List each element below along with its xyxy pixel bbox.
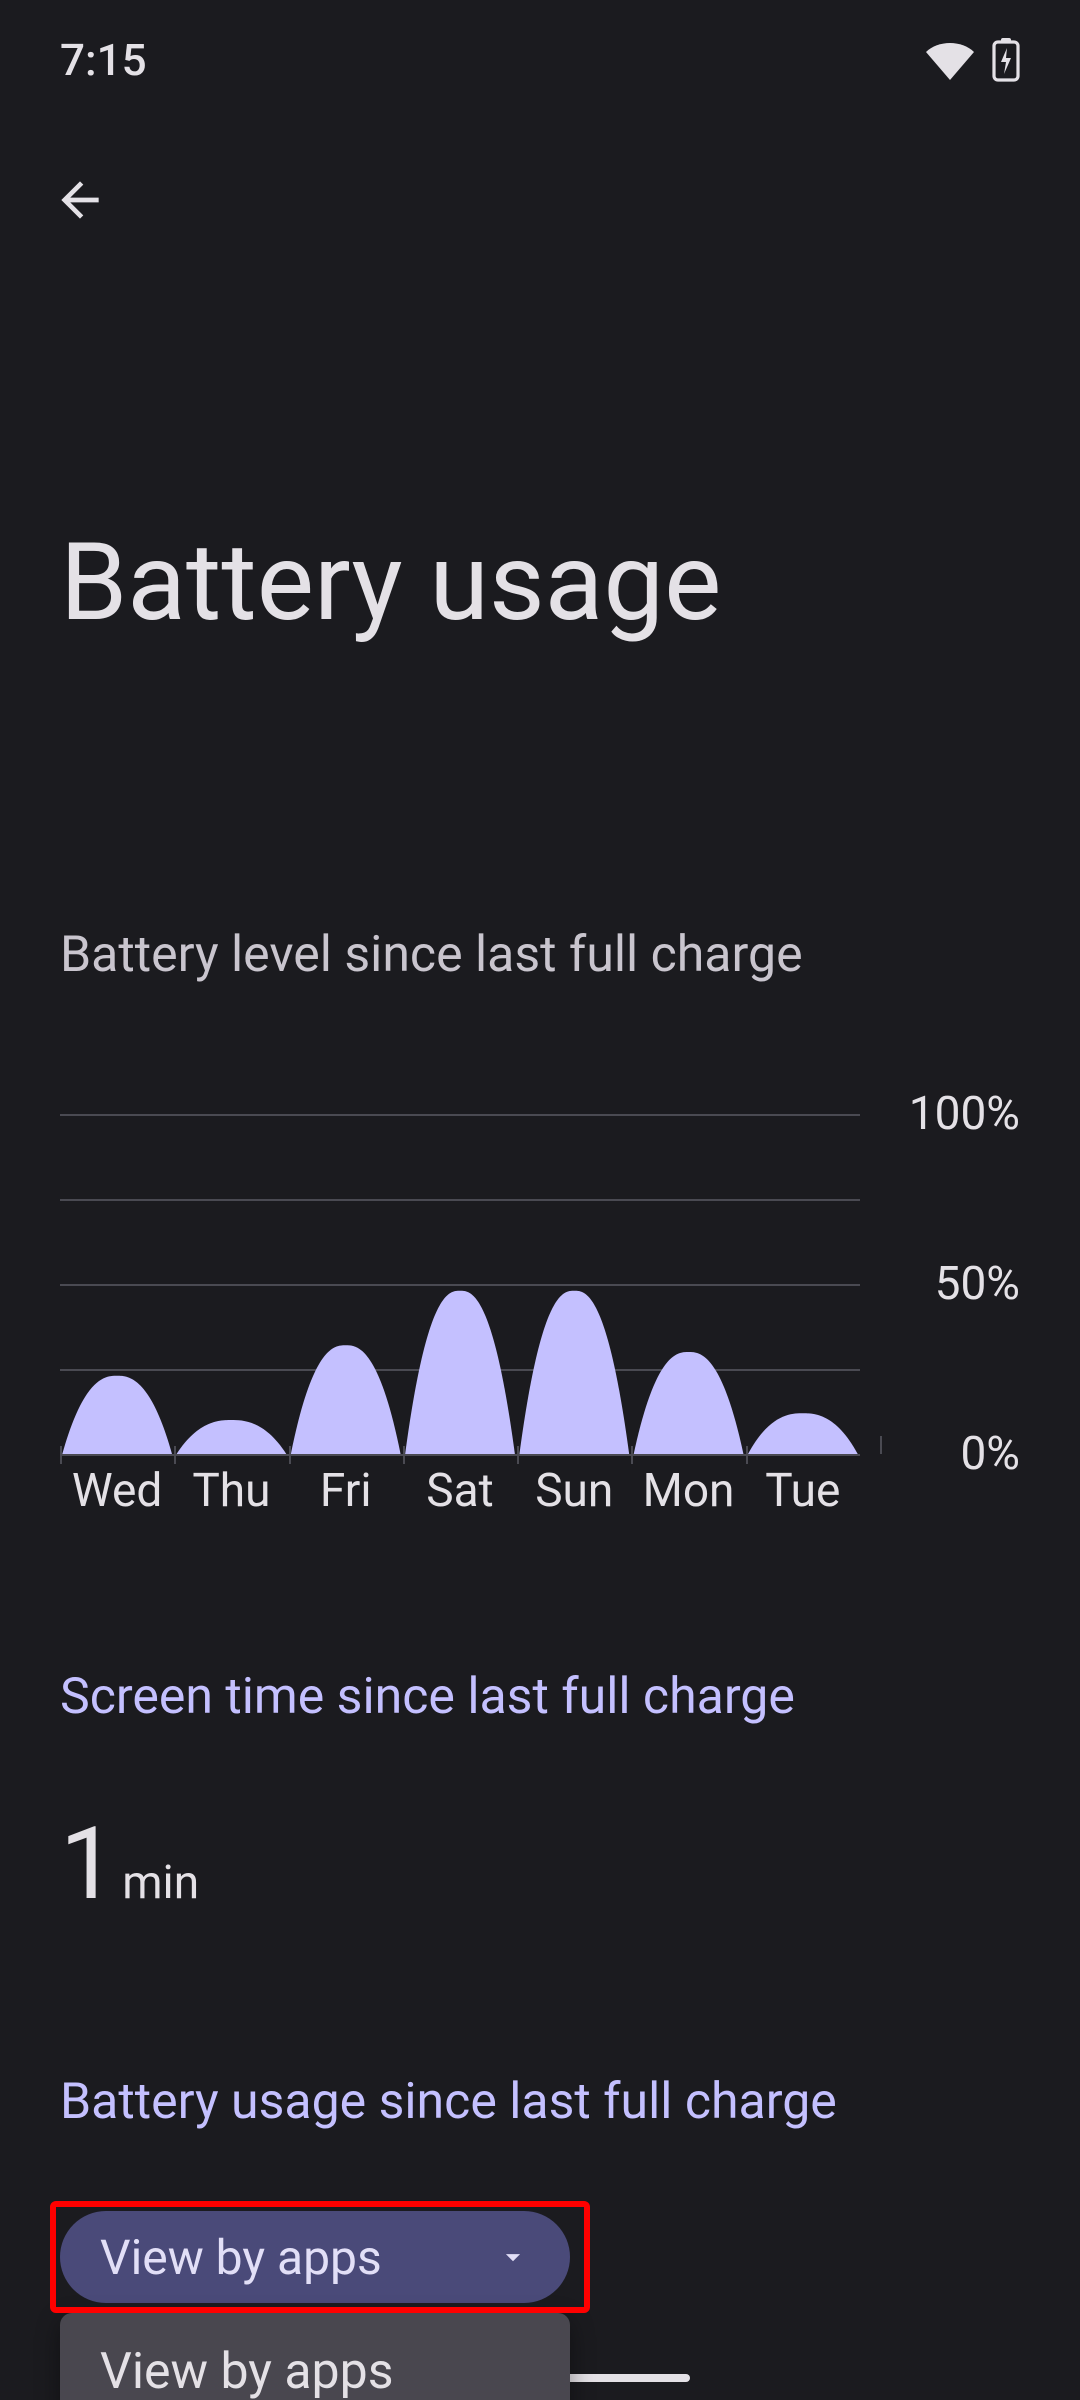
xlabel-thu: Thu <box>174 1464 288 1518</box>
view-by-dropdown[interactable]: View by apps <box>60 2211 570 2303</box>
battery-level-chart: 100% 50% 0% Wed Thu Fri Sat Sun Mon Tue <box>60 1114 1020 1518</box>
arrow-left-icon <box>52 172 108 228</box>
xlabel-tue: Tue <box>746 1464 860 1518</box>
back-button[interactable] <box>40 160 120 240</box>
screen-time-unit: min <box>122 1856 199 1910</box>
screen-time-value: 1 <box>60 1806 116 1923</box>
battery-chart-bumps <box>60 1114 860 1454</box>
xlabel-wed: Wed <box>60 1464 174 1518</box>
view-by-dropdown-menu: View by apps View by systems <box>60 2313 570 2400</box>
status-time: 7:15 <box>60 34 147 86</box>
battery-icon <box>992 38 1020 82</box>
ylabel-100: 100% <box>909 1087 1020 1141</box>
status-bar: 7:15 <box>0 0 1080 120</box>
xlabel-sun: Sun <box>517 1464 631 1518</box>
battery-level-title: Battery level since last full charge <box>60 646 1020 984</box>
battery-usage-title: Battery usage since last full charge <box>60 1923 1020 2131</box>
xlabel-sat: Sat <box>403 1464 517 1518</box>
screen-time-title: Screen time since last full charge <box>60 1518 1020 1726</box>
xlabel-fri: Fri <box>289 1464 403 1518</box>
xlabel-mon: Mon <box>631 1464 745 1518</box>
page-title: Battery usage <box>0 240 1080 646</box>
wifi-icon <box>926 40 974 80</box>
status-icons <box>926 38 1020 82</box>
ylabel-50: 50% <box>935 1257 1020 1311</box>
dropdown-option-apps[interactable]: View by apps <box>60 2313 570 2400</box>
screen-time-value-row: 1 min <box>60 1806 1020 1923</box>
chevron-down-icon <box>496 2240 530 2274</box>
dropdown-selected-label: View by apps <box>100 2229 382 2286</box>
dropdown-option-apps-label: View by apps <box>100 2343 394 2400</box>
